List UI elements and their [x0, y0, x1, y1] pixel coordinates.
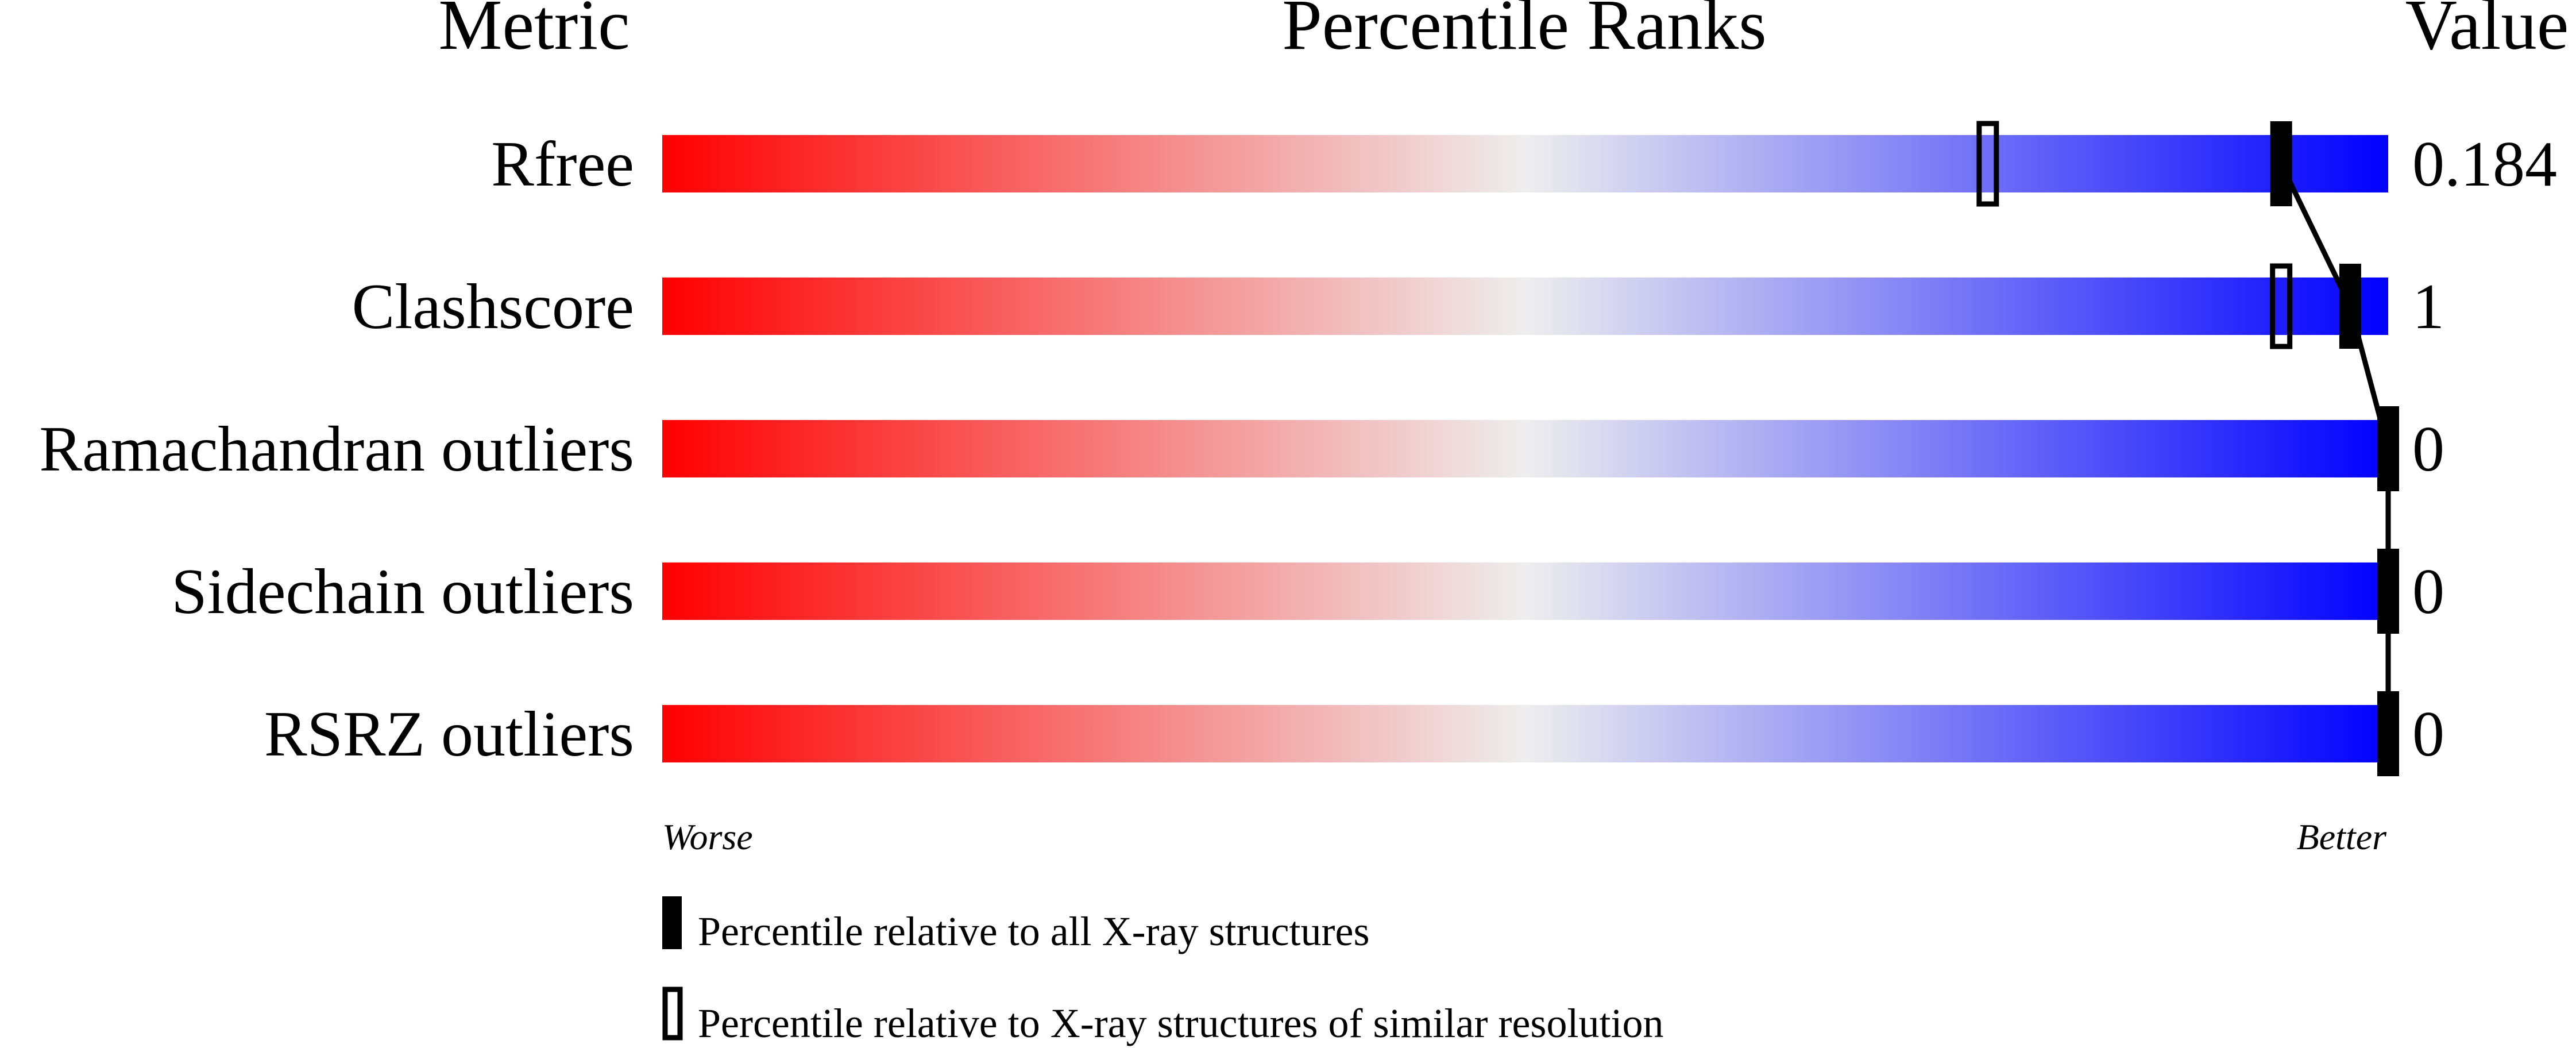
percentile-bar	[662, 278, 2388, 335]
metric-label: Sidechain outliers	[171, 556, 634, 627]
legend-open-label: Percentile relative to X-ray structures …	[698, 1000, 1663, 1046]
metric-label: RSRZ outliers	[264, 699, 634, 770]
all-structures-percentile-marker	[2377, 691, 2399, 776]
legend-filled-marker	[662, 896, 682, 949]
metric-value: 0	[2412, 699, 2444, 770]
header-value: Value	[2405, 0, 2569, 65]
metric-label: Ramachandran outliers	[39, 414, 634, 485]
percentile-bar	[662, 135, 2388, 192]
metric-value: 1	[2412, 271, 2444, 342]
similar-resolution-percentile-marker	[1976, 121, 1999, 207]
metric-label: Clashscore	[352, 271, 634, 342]
metric-value: 0	[2412, 556, 2444, 627]
all-structures-percentile-marker	[2377, 406, 2399, 491]
percentile-bar	[662, 562, 2388, 620]
axis-label-better: Better	[2297, 816, 2387, 857]
axis-label-worse: Worse	[662, 816, 753, 857]
header-percentile-ranks: Percentile Ranks	[1282, 0, 1767, 65]
all-structures-percentile-marker	[2339, 264, 2361, 349]
metric-label: Rfree	[491, 129, 634, 200]
metric-value: 0.184	[2412, 129, 2557, 200]
metric-value: 0	[2412, 414, 2444, 485]
all-structures-percentile-marker	[2270, 121, 2292, 206]
all-structures-percentile-marker	[2377, 549, 2399, 634]
percentile-bar	[662, 420, 2388, 477]
legend-filled-label: Percentile relative to all X-ray structu…	[698, 908, 1370, 954]
header-metric: Metric	[438, 0, 629, 65]
similar-resolution-percentile-marker	[2270, 263, 2293, 349]
percentile-bar	[662, 705, 2388, 762]
legend-open-marker	[662, 987, 683, 1041]
